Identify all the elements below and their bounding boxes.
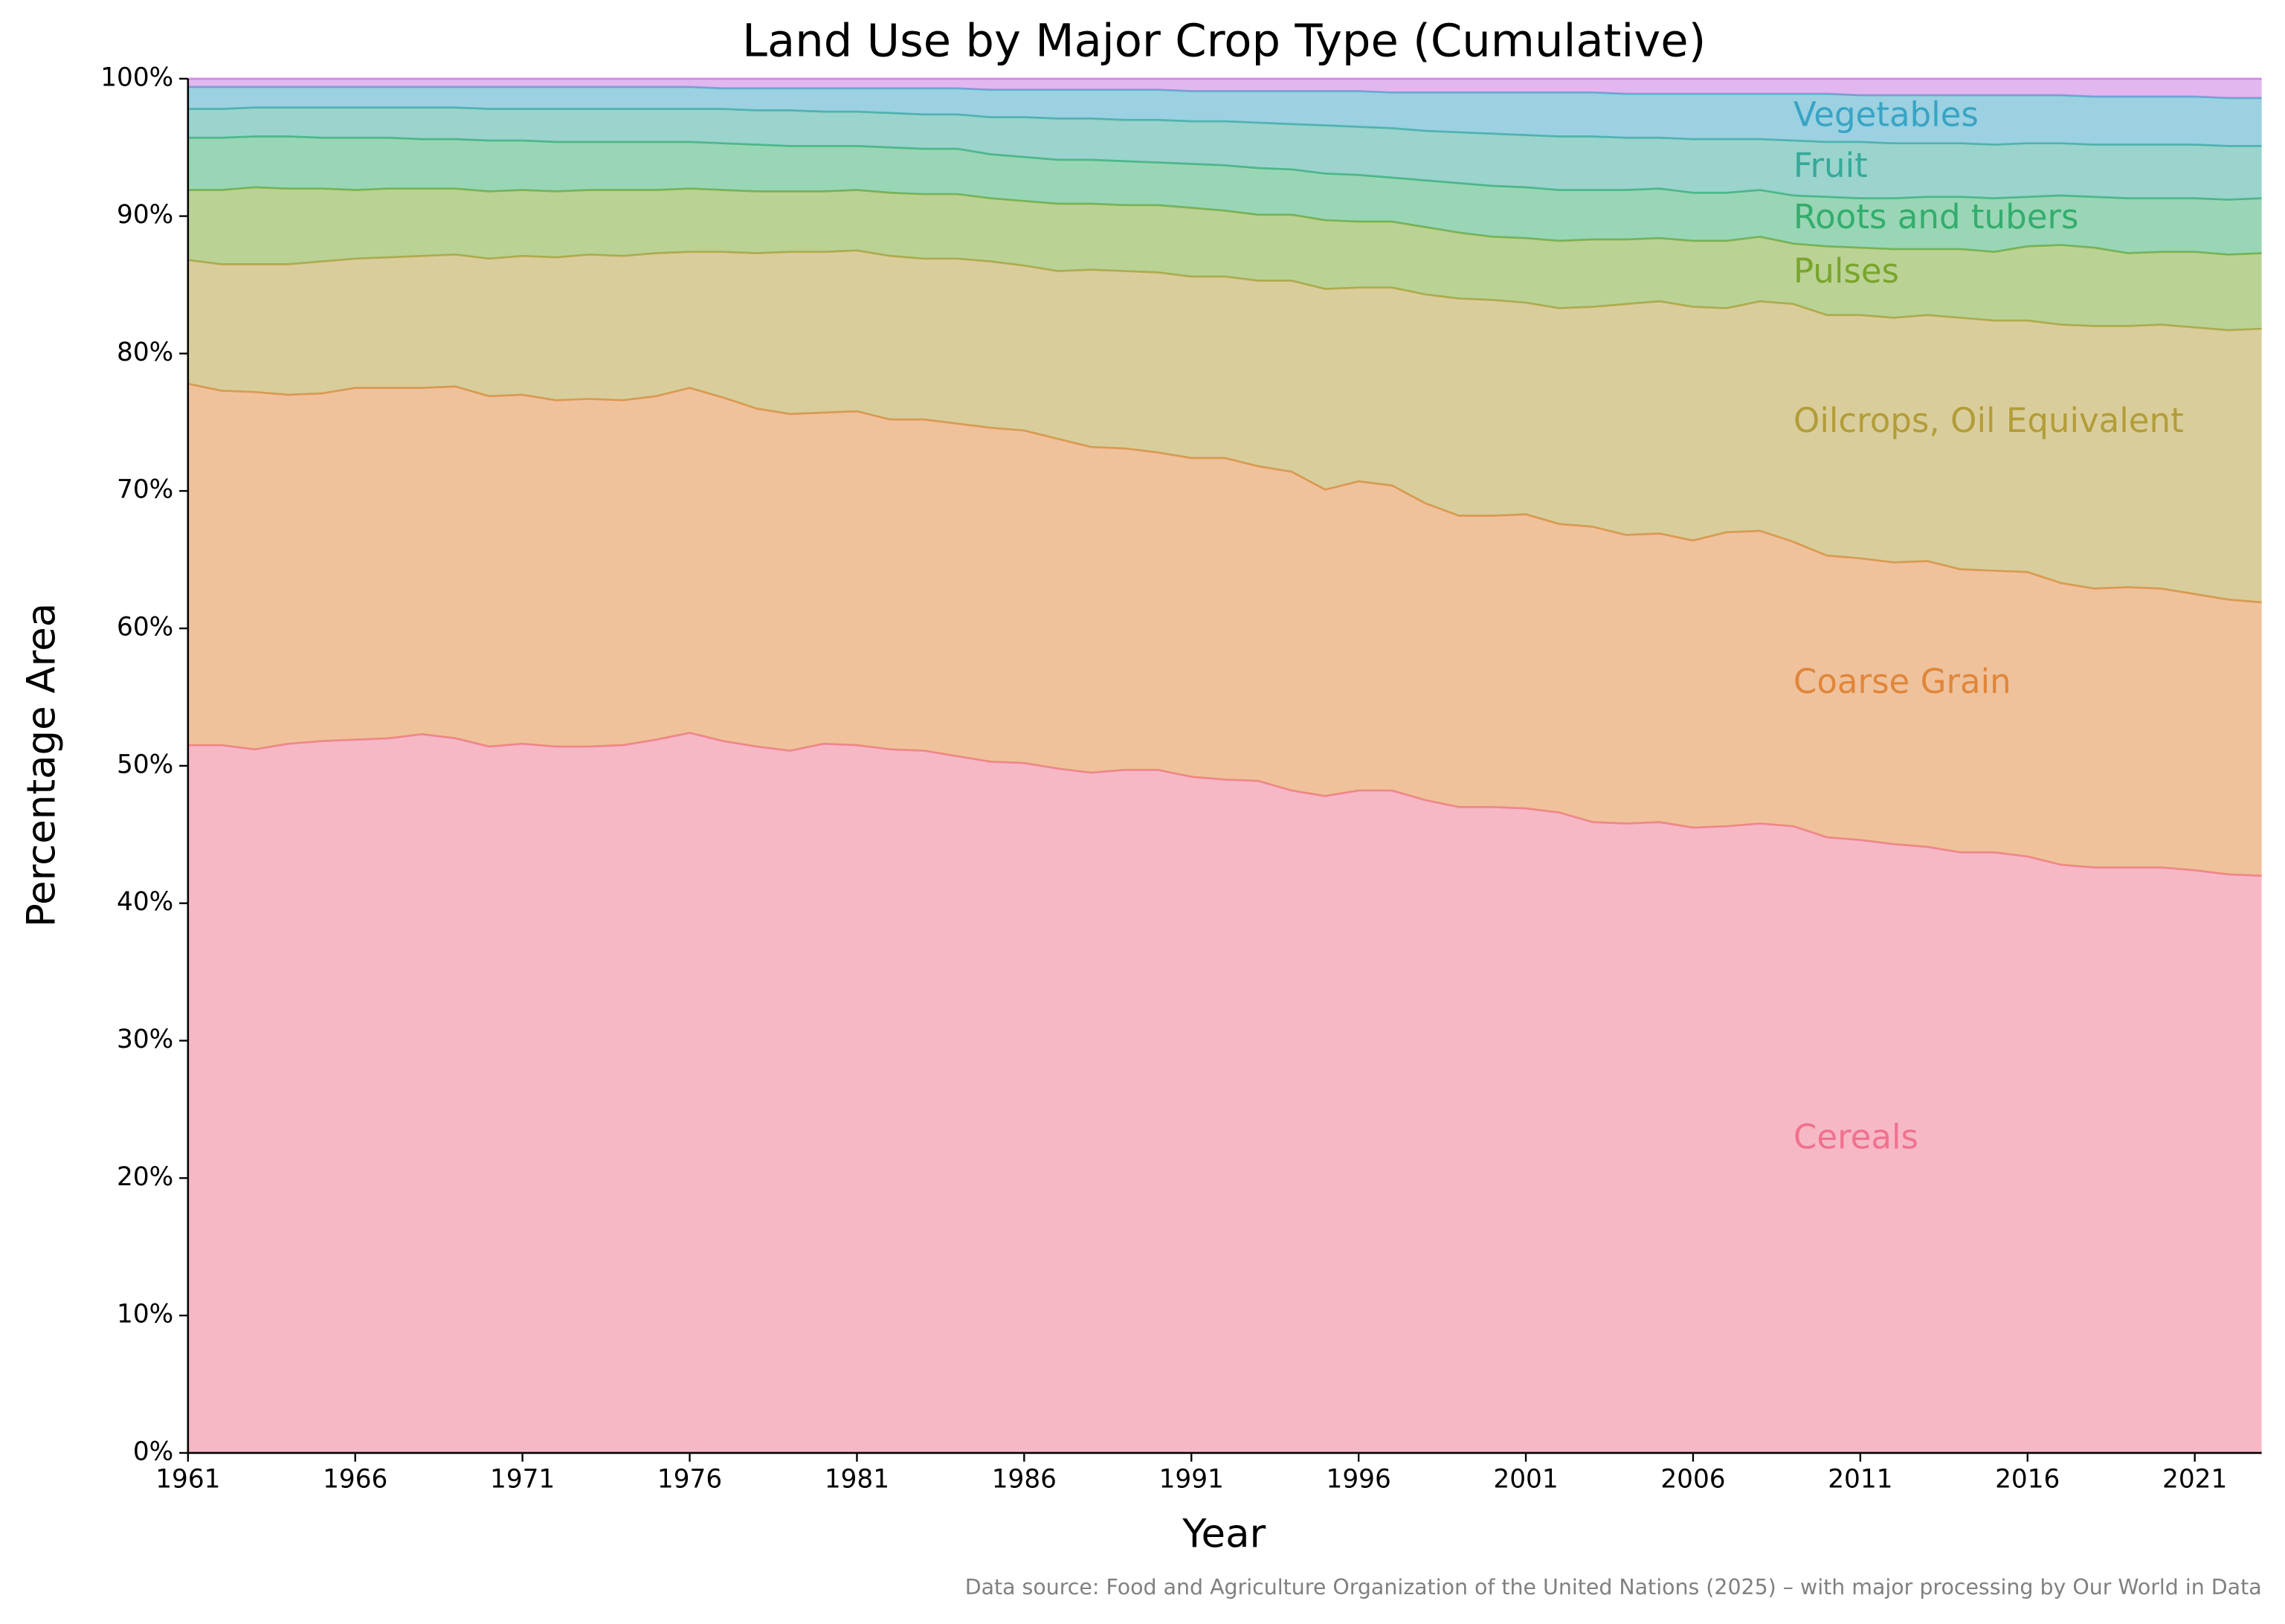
source-note: Data source: Food and Agriculture Organi… [965, 1575, 2262, 1599]
series-label: Pulses [1793, 251, 1899, 291]
x-tick-label: 1971 [490, 1465, 555, 1495]
area [187, 384, 2262, 876]
y-tick-label: 50% [117, 750, 173, 779]
series-label: Vegetables [1793, 95, 1979, 135]
x-tick-label: 2011 [1828, 1465, 1892, 1495]
area [187, 78, 2262, 98]
areas: Cereals Coarse Grain Oilcrops, Oil Equival… [187, 77, 2262, 1453]
y-tick-label: 100% [100, 62, 173, 92]
x-axis-label: Year [1182, 1511, 1266, 1556]
x-tick-label: 2001 [1493, 1465, 1558, 1495]
y-tick-label: 0% [133, 1437, 173, 1466]
x-tick-label: 1961 [155, 1465, 220, 1495]
area [187, 187, 2262, 331]
area [187, 86, 2262, 146]
y-tick-label: 10% [117, 1300, 173, 1330]
x-tick-label: 1981 [825, 1465, 889, 1495]
x-tick-label: 1976 [657, 1465, 722, 1495]
y-tick-label: 80% [117, 338, 173, 367]
x-tick-label: 2006 [1660, 1465, 1725, 1495]
y-tick-label: 90% [117, 200, 173, 230]
x-tick-label: 1991 [1159, 1465, 1224, 1495]
axes: 0% 10% 20% 30% 40% 50% 60% 70% 80% 90% 100% 1961 196… [100, 62, 2262, 1495]
x-tick-label: 1996 [1327, 1465, 1391, 1495]
x-tick-label: 1986 [992, 1465, 1057, 1495]
area [187, 250, 2262, 602]
y-tick-label: 70% [117, 475, 173, 505]
series-label: Oilcrops, Oil Equivalent [1793, 401, 2184, 440]
x-tick-label: 2016 [1995, 1465, 2060, 1495]
y-tick-label: 20% [117, 1162, 173, 1192]
series-label: Coarse Grain [1793, 662, 2011, 701]
area [187, 732, 2262, 1453]
y-tick-label: 30% [117, 1025, 173, 1054]
x-tick-label: 1966 [323, 1465, 387, 1495]
y-tick-label: 40% [117, 887, 173, 917]
y-tick-label: 60% [117, 613, 173, 642]
series-label: Fruit [1793, 146, 1868, 185]
x-tick-label: 2021 [2162, 1465, 2227, 1495]
series-label: Cereals [1793, 1118, 1918, 1157]
area [187, 107, 2262, 200]
chart-title: Land Use by Major Crop Type (Cumulative) [742, 15, 1706, 67]
y-axis-label: Percentage Area [19, 603, 64, 927]
area [187, 136, 2262, 255]
series-label: Roots and tubers [1793, 197, 2079, 236]
